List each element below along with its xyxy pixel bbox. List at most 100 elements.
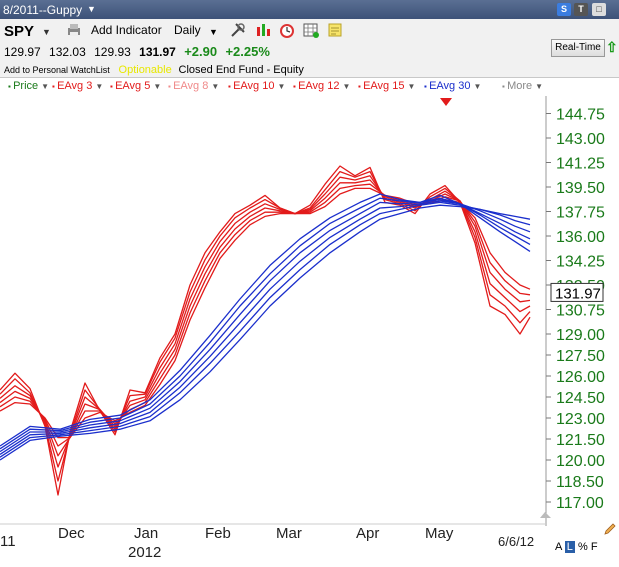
legend-bullet-icon: ▪ xyxy=(358,82,364,91)
legend-dropdown-caret-icon[interactable]: ▼ xyxy=(535,82,544,91)
legend-bullet-icon: ▪ xyxy=(502,82,508,91)
quote-change-percent: +2.25% xyxy=(225,44,270,59)
ema-line-short-3 xyxy=(0,179,531,457)
y-tick-label: 121.50 xyxy=(556,432,605,449)
add-watchlist-link[interactable]: Add to Personal WatchList xyxy=(4,65,110,75)
legend-dropdown-caret-icon[interactable]: ▼ xyxy=(342,82,351,91)
toolbar-divider xyxy=(0,77,619,78)
y-tick-label: 124.50 xyxy=(556,390,605,407)
candles-icon[interactable] xyxy=(255,22,271,38)
x-tick-label: Mar xyxy=(276,525,302,542)
y-tick-label: 117.00 xyxy=(556,495,604,512)
guppy-chart: 117.00 118.50 120.00 121.50 123.00 124.50 126.… xyxy=(0,96,605,561)
y-tick-label: 130.75 xyxy=(556,303,605,320)
ema-line-long-8 xyxy=(0,198,531,453)
scroll-up-icon xyxy=(540,512,551,518)
ema-line-short-0 xyxy=(0,165,531,496)
y-tick-label: 141.25 xyxy=(556,156,605,173)
x-tick-label: Jan xyxy=(134,525,158,542)
legend-bullet-icon: ▪ xyxy=(293,82,299,91)
y-tick-label: 126.00 xyxy=(556,369,605,386)
event-marker-icon xyxy=(440,98,452,106)
legend-item-eavg-10[interactable]: ▪ EAvg 10 ▼ xyxy=(228,80,285,92)
quote-last: 131.97 xyxy=(139,45,176,59)
legend-item-eavg-30[interactable]: ▪ EAvg 30 ▼ xyxy=(424,80,481,92)
ema-line-long-11 xyxy=(0,204,531,461)
tv-button[interactable]: T xyxy=(574,3,588,16)
note-icon[interactable] xyxy=(327,22,343,38)
legend-label: EAvg 30 xyxy=(429,80,471,92)
window-title: 8/2011--Guppy xyxy=(3,3,83,17)
legend-label: EAvg 8 xyxy=(173,80,209,92)
x-tick-label: Dec xyxy=(58,525,85,542)
y-tick-label: 118.50 xyxy=(556,474,604,491)
legend-dropdown-caret-icon[interactable]: ▼ xyxy=(211,82,220,91)
scale-option-f[interactable]: F xyxy=(590,541,598,553)
draw-pencil-icon[interactable] xyxy=(603,522,617,536)
legend-label: EAvg 10 xyxy=(233,80,275,92)
legend-bullet-icon: ▪ xyxy=(168,82,174,91)
legend-item-more[interactable]: ▪ More ▼ xyxy=(502,80,543,92)
y-tick-label: 144.75 xyxy=(556,107,605,124)
x-tick-label: Apr xyxy=(356,525,379,542)
legend-label: EAvg 5 xyxy=(115,80,151,92)
scale-option-a[interactable]: A xyxy=(555,541,562,553)
info-row: Add to Personal WatchList Optionable Clo… xyxy=(4,64,304,76)
scale-option-l[interactable]: L xyxy=(564,541,575,553)
legend-dropdown-caret-icon[interactable]: ▼ xyxy=(153,82,162,91)
legend-dropdown-caret-icon[interactable]: ▼ xyxy=(277,82,286,91)
add-indicator-button[interactable]: Add Indicator xyxy=(91,23,162,37)
scale-options: A L % F xyxy=(555,541,598,553)
legend-label: EAvg 15 xyxy=(363,80,405,92)
fund-type-label: Closed End Fund - Equity xyxy=(178,64,304,76)
legend-item-eavg-12[interactable]: ▪ EAvg 12 ▼ xyxy=(293,80,350,92)
symbol-dropdown-caret-icon[interactable]: ▼ xyxy=(42,27,51,37)
tools-icon[interactable] xyxy=(230,22,246,38)
legend-dropdown-caret-icon[interactable]: ▼ xyxy=(41,82,50,91)
title-dropdown-caret-icon[interactable]: ▼ xyxy=(87,4,96,14)
period-dropdown-caret-icon[interactable]: ▼ xyxy=(209,27,218,37)
y-tick-label: 136.00 xyxy=(556,229,605,246)
realtime-button[interactable]: Real-Time xyxy=(551,39,605,57)
legend-item-eavg-15[interactable]: ▪ EAvg 15 ▼ xyxy=(358,80,415,92)
alarm-clock-icon[interactable] xyxy=(279,22,295,38)
legend-item-eavg-8[interactable]: ▪ EAvg 8 ▼ xyxy=(168,80,219,92)
legend-bullet-icon: ▪ xyxy=(424,82,430,91)
x-tick-label: 2012 xyxy=(128,544,161,561)
x-tick-label: 11 xyxy=(0,533,16,550)
current-price-label: 131.97 xyxy=(555,285,601,302)
x-tick-label: Feb xyxy=(205,525,231,542)
quote-open: 129.97 xyxy=(4,45,41,59)
legend-item-price[interactable]: ▪ Price ▼ xyxy=(8,80,49,92)
y-tick-label: 139.50 xyxy=(556,180,605,197)
legend-bullet-icon: ▪ xyxy=(52,82,58,91)
y-tick-label: 127.50 xyxy=(556,348,605,365)
legend-dropdown-caret-icon[interactable]: ▼ xyxy=(407,82,416,91)
legend-label: More xyxy=(507,80,533,92)
legend-dropdown-caret-icon[interactable]: ▼ xyxy=(473,82,482,91)
print-icon[interactable] xyxy=(66,22,82,38)
share-button[interactable]: S xyxy=(557,3,571,16)
legend-dropdown-caret-icon[interactable]: ▼ xyxy=(95,82,104,91)
legend-item-eavg-3[interactable]: ▪ EAvg 3 ▼ xyxy=(52,80,103,92)
quote-change: +2.90 xyxy=(184,44,218,59)
symbol-label[interactable]: SPY xyxy=(4,23,35,40)
quote-low: 129.93 xyxy=(94,45,131,59)
current-price-box xyxy=(550,282,604,302)
toolbar: SPY ▼ Add Indicator Daily ▼ 129.97 132.0… xyxy=(0,19,619,77)
ema-line-short-1 xyxy=(0,170,531,482)
y-tick-label: 137.75 xyxy=(556,205,605,222)
maximize-button[interactable]: □ xyxy=(592,3,606,16)
calendar-grid-icon[interactable] xyxy=(303,22,319,38)
legend-item-eavg-5[interactable]: ▪ EAvg 5 ▼ xyxy=(110,80,161,92)
y-tick-label: 120.00 xyxy=(556,453,605,470)
optionable-badge: Optionable xyxy=(118,64,172,76)
scale-option-percent[interactable]: % xyxy=(577,541,588,553)
legend-label: EAvg 12 xyxy=(298,80,340,92)
period-selector[interactable]: Daily xyxy=(174,23,201,37)
y-tick-label: 143.00 xyxy=(556,131,605,148)
quote-row: 129.97 132.03 129.93 131.97 +2.90 +2.25% xyxy=(4,44,275,59)
title-bar: 8/2011--Guppy ▼ S T □ xyxy=(0,0,619,19)
ema-line-long-6 xyxy=(0,193,531,447)
ema-line-short-2 xyxy=(0,175,531,468)
